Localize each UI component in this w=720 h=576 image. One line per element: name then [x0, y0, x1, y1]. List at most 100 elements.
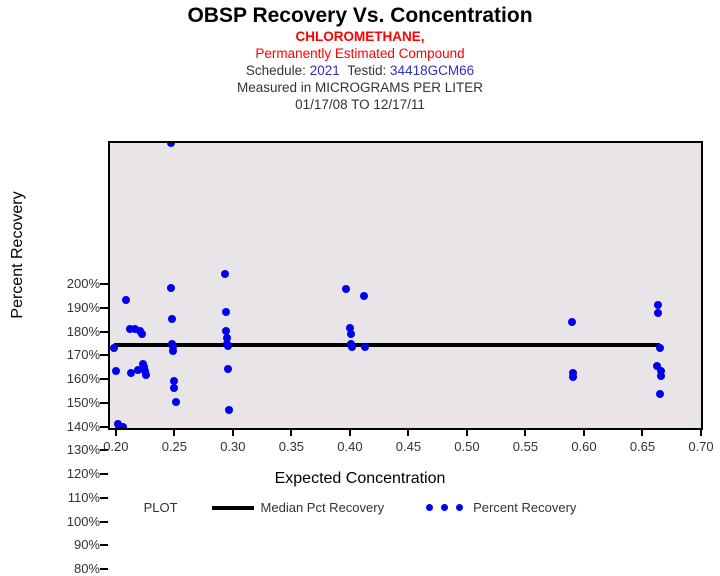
units-line: Measured in MICROGRAMS PER LITER	[236, 80, 484, 95]
y-axis-tick	[100, 425, 108, 428]
y-axis-tick	[100, 449, 108, 452]
data-point	[221, 307, 230, 316]
data-point	[166, 143, 175, 147]
schedule-testid-line: Schedule: 2021 Testid: 34418GCM66	[0, 62, 720, 79]
y-axis-tick-label: 150%	[66, 394, 100, 410]
y-axis-tick-label: 130%	[66, 442, 100, 458]
data-point	[342, 285, 351, 294]
x-axis-tick-label: 0.25	[161, 439, 188, 454]
y-axis-tick-label: 80%	[73, 561, 100, 576]
data-point	[111, 367, 120, 375]
data-point	[361, 343, 370, 352]
data-point	[118, 422, 127, 428]
data-point	[168, 314, 177, 323]
y-axis-title: Percent Recovery	[9, 191, 26, 319]
chart-legend: PLOT Median Pct Recovery Percent Recover…	[0, 500, 720, 515]
data-point	[569, 372, 578, 381]
data-point	[127, 369, 136, 378]
y-axis-tick	[100, 330, 108, 333]
x-axis-tick	[700, 428, 702, 436]
x-axis-tick	[231, 428, 234, 436]
data-point	[653, 300, 662, 309]
page-title: OBSP Recovery Vs. Concentration	[187, 4, 533, 27]
y-axis-tick	[100, 496, 108, 499]
x-axis-tick	[465, 428, 468, 436]
legend-item-median: Median Pct Recovery	[211, 500, 385, 515]
data-point	[170, 383, 179, 392]
y-axis-tick	[100, 568, 108, 570]
data-point	[345, 324, 354, 333]
data-point	[347, 330, 356, 339]
testid-value: 34418GCM66	[390, 63, 475, 78]
x-axis-tick	[582, 428, 585, 436]
data-point	[130, 325, 139, 334]
x-axis-tick-label: 0.35	[278, 439, 305, 454]
legend-label-points: Percent Recovery	[473, 500, 577, 515]
compound-name: CHLOROMETHANE,	[295, 29, 425, 44]
schedule-value: 2021	[309, 63, 340, 78]
y-axis-tick-label: 110%	[67, 489, 100, 505]
data-point	[170, 376, 179, 385]
data-point	[568, 318, 577, 327]
y-axis-tick	[100, 544, 108, 547]
y-axis-tick-label: 200%	[66, 276, 100, 291]
x-axis-tick	[348, 428, 351, 436]
x-axis-tick-label: 0.65	[629, 439, 656, 454]
data-point	[142, 370, 151, 379]
y-axis-tick-label: 180%	[66, 323, 100, 339]
x-axis-tick-label: 0.45	[395, 439, 422, 454]
y-axis-tick-label: 170%	[66, 347, 100, 363]
x-axis-tick-label: 0.20	[103, 439, 129, 454]
data-point	[348, 343, 357, 352]
data-point	[223, 333, 232, 342]
data-point	[652, 362, 661, 371]
chart-page: OBSP Recovery Vs. Concentration CHLOROME…	[0, 4, 720, 575]
legend-plot-label: PLOT	[143, 500, 178, 515]
y-axis-tick	[100, 401, 108, 404]
x-axis-tick-label: 0.60	[571, 439, 597, 454]
data-point	[224, 364, 233, 373]
compound-status-note: Permanently Estimated Compound	[255, 46, 465, 61]
x-axis-tick	[114, 428, 117, 436]
data-point	[657, 371, 666, 380]
data-point	[225, 406, 234, 415]
data-point	[114, 420, 123, 428]
data-point	[171, 397, 180, 406]
data-point	[220, 269, 229, 278]
x-axis-tick	[641, 428, 644, 436]
x-axis-tick	[173, 428, 176, 436]
data-point	[657, 367, 666, 375]
x-axis-tick	[524, 428, 527, 436]
x-axis-tick-label: 0.70	[688, 439, 714, 454]
y-axis-tick	[100, 306, 108, 309]
testid-label: Testid:	[347, 63, 387, 78]
dots-swatch-icon	[424, 503, 466, 512]
x-axis-tick	[290, 428, 293, 436]
y-axis-tick	[100, 473, 108, 475]
y-axis-tick-label: 140%	[66, 418, 100, 434]
x-axis-title: Expected Concentration	[274, 470, 446, 487]
data-point	[653, 308, 662, 317]
legend-label-median: Median Pct Recovery	[260, 500, 385, 515]
legend-item-points: Percent Recovery	[424, 500, 576, 515]
data-point	[656, 344, 665, 353]
x-axis-tick	[407, 428, 410, 436]
y-axis-tick-label: 160%	[66, 371, 100, 386]
data-point	[137, 330, 146, 339]
y-axis-tick-label: 100%	[66, 513, 100, 529]
x-axis-tick-label: 0.30	[220, 439, 246, 454]
plot-canvas	[110, 143, 701, 428]
data-point	[359, 292, 368, 301]
median-recovery-line	[113, 342, 661, 347]
data-point	[221, 326, 230, 335]
y-axis-tick	[100, 520, 108, 523]
x-axis-tick-label: 0.55	[512, 439, 539, 454]
x-axis-tick-label: 0.50	[454, 439, 480, 454]
y-axis-tick	[100, 283, 108, 285]
schedule-label: Schedule:	[245, 63, 306, 78]
line-swatch-icon	[211, 505, 254, 510]
y-axis-tick-label: 120%	[66, 466, 100, 481]
y-axis-tick	[100, 354, 108, 357]
data-point	[122, 295, 131, 304]
data-point	[224, 342, 233, 351]
